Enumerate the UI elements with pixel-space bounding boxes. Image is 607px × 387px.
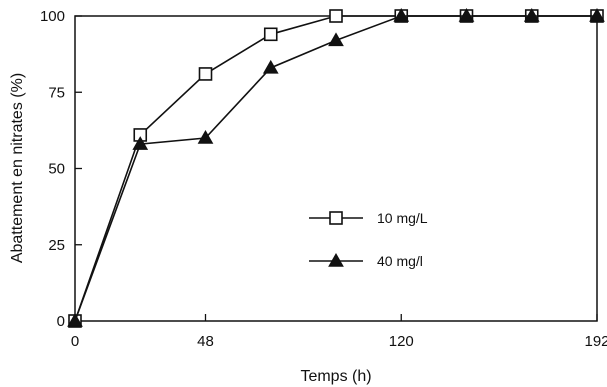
x-tick-label: 0	[71, 333, 79, 350]
series-line	[74, 15, 597, 322]
series-layer	[67, 7, 605, 328]
plot-frame	[74, 15, 598, 322]
legend: 10 mg/L 40 mg/l	[309, 210, 428, 269]
data-point	[589, 7, 605, 22]
data-point	[262, 59, 279, 74]
x-tick-label: 192	[584, 333, 607, 350]
x-tick-label: 48	[197, 333, 214, 350]
data-point	[523, 7, 540, 22]
y-tick-label: 50	[48, 161, 65, 178]
data-point	[393, 7, 410, 22]
data-point	[132, 136, 149, 150]
legend-marker	[328, 252, 344, 267]
y-tick-label: 75	[48, 84, 65, 101]
data-point	[328, 32, 344, 47]
legend-label: 10 mg/L	[377, 210, 428, 226]
legend-marker	[329, 211, 343, 225]
y-tick-label: 25	[48, 237, 65, 254]
legend-entry: 10 mg/L	[309, 210, 428, 226]
x-tick-label: 120	[389, 333, 414, 350]
series-2	[67, 7, 605, 327]
x-axis-label: Temps (h)	[300, 368, 371, 385]
data-point	[329, 9, 343, 23]
data-point	[197, 129, 214, 144]
data-point	[263, 27, 278, 42]
series-line	[74, 15, 597, 322]
y-tick-label: 0	[57, 313, 65, 330]
y-axis-label: Abattement en nitrates (%)	[9, 73, 26, 263]
data-point	[198, 67, 213, 81]
data-point	[67, 312, 83, 327]
legend-entry: 40 mg/l	[309, 252, 423, 269]
series-1	[68, 9, 604, 328]
x-axis-ticks: 0 48 120 192	[71, 314, 607, 350]
y-axis-ticks: 0 25 50 75 100	[40, 8, 82, 330]
legend-label: 40 mg/l	[377, 253, 423, 269]
data-point	[458, 7, 475, 22]
y-tick-label: 100	[40, 8, 65, 25]
